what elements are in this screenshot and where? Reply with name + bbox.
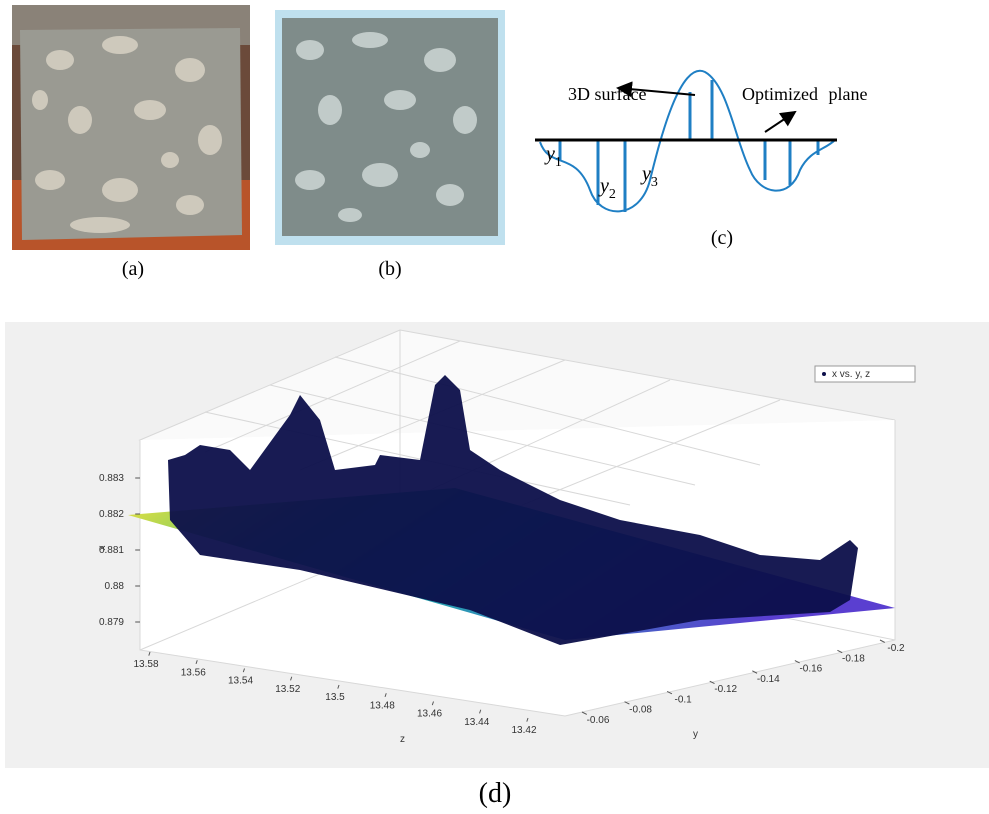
tick-label: -0.06 <box>587 715 610 726</box>
tick-label: 13.52 <box>275 684 300 695</box>
tick-label: 13.42 <box>511 725 536 736</box>
tick-label: 13.54 <box>228 676 253 687</box>
annotation: Optimized plane <box>742 84 867 104</box>
deviation-label: y2 <box>598 175 616 202</box>
legend-box <box>814 365 916 383</box>
tick-mark <box>879 639 886 643</box>
panel-label: (c) <box>711 227 733 249</box>
tick-mark <box>794 660 800 664</box>
scan-b <box>275 10 505 245</box>
tick-mark <box>479 709 482 714</box>
tick-mark <box>581 711 588 715</box>
tick-label: 13.5 <box>325 692 345 703</box>
tick-label: -0.18 <box>842 653 865 664</box>
panel-label: (a) <box>122 258 144 280</box>
tick-mark <box>384 693 387 698</box>
subscript: 3 <box>651 175 658 190</box>
axis-label: x <box>97 546 108 551</box>
deviation-label: y3 <box>640 163 658 190</box>
tick-mark <box>709 680 715 684</box>
subscript: 2 <box>609 187 616 202</box>
tick-label: 13.56 <box>181 667 206 678</box>
tick-label: -0.08 <box>629 705 652 716</box>
tick-label: -0.1 <box>675 694 693 705</box>
tick-mark <box>526 717 529 722</box>
photo-a <box>12 5 250 250</box>
tick-label: 0.879 <box>99 617 124 628</box>
panel-label: (d) <box>479 778 512 809</box>
tick-label: -0.14 <box>757 674 780 685</box>
tick-mark <box>666 690 673 695</box>
tick-label: 13.58 <box>133 659 158 670</box>
symbol: y <box>544 143 555 165</box>
tick-label: 13.44 <box>464 717 489 728</box>
tick-mark <box>337 684 340 689</box>
tick-label: 0.882 <box>99 509 124 520</box>
tick-label: 0.88 <box>105 581 125 592</box>
tick-label: 13.46 <box>417 709 442 720</box>
tick-label: -0.12 <box>714 684 737 695</box>
tick-mark <box>290 676 293 681</box>
tick-mark <box>195 660 198 665</box>
deviation-label: y1 <box>544 143 562 170</box>
axis-label: z <box>400 734 405 745</box>
annotation: 3D surface <box>568 84 646 104</box>
tick-label: 0.881 <box>99 545 124 556</box>
legend-marker <box>822 372 826 376</box>
panel-label: (b) <box>378 258 401 280</box>
tick-mark <box>624 701 630 705</box>
symbol: y <box>598 175 609 197</box>
diagram-c <box>535 69 837 213</box>
tick-mark <box>431 701 434 706</box>
symbol: y <box>640 163 651 185</box>
tick-mark <box>752 670 758 674</box>
tick-label: -0.16 <box>799 664 822 675</box>
tick-label: 13.48 <box>370 700 395 711</box>
tick-mark <box>837 649 843 654</box>
tick-mark <box>242 668 245 673</box>
axis-label: y <box>693 729 698 740</box>
point-cloud <box>168 375 858 645</box>
tick-mark <box>148 651 151 656</box>
legend-entry: x vs. y, z <box>832 369 870 380</box>
tick-label: -0.2 <box>887 643 905 654</box>
tick-label: 0.883 <box>99 473 124 484</box>
subscript: 1 <box>555 155 562 170</box>
